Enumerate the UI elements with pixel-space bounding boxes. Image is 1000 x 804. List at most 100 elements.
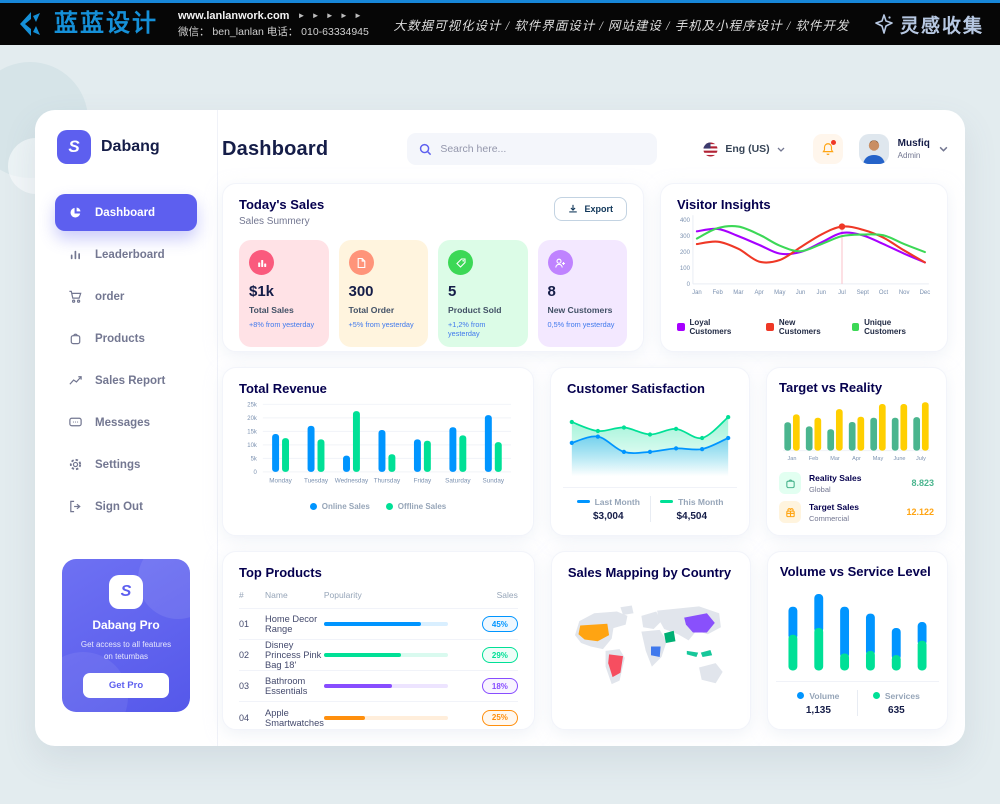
sidebar-item-sign-out[interactable]: Sign Out [55, 488, 197, 525]
todays-sales-subtitle: Sales Summery [239, 216, 310, 227]
topbar-services-text: 大数据可视化设计 / 软件界面设计 / 网站建设 / 手机及小程序设计 / 软件… [393, 18, 850, 33]
pie-chart-icon [70, 207, 81, 218]
sidebar-item-leaderboard[interactable]: Leaderboard [55, 236, 197, 273]
svg-text:Mar: Mar [733, 290, 743, 296]
lanlan-logo[interactable]: 蓝蓝设计 [16, 9, 158, 39]
top-products-rows: 01 Home Decor Range 45% 02 Disney Princes… [239, 609, 518, 733]
svg-text:10k: 10k [247, 443, 257, 449]
legend-item: Loyal Customers [677, 318, 750, 336]
todays-sales-card: Today's Sales Sales Summery Export $1k T… [222, 183, 644, 352]
language-selector[interactable]: Eng (US) [703, 141, 785, 157]
notifications-button[interactable] [812, 134, 843, 164]
chevron-down-icon [777, 147, 785, 152]
sidebar-item-dashboard[interactable]: Dashboard [55, 194, 197, 231]
svg-text:Jan: Jan [692, 290, 702, 296]
this-month-dash-icon [660, 500, 674, 503]
notification-dot [830, 140, 836, 145]
product-row[interactable]: 02 Disney Princess Pink Bag 18' 29% [239, 640, 518, 671]
cart-icon [69, 290, 82, 303]
map-united-states[interactable] [578, 623, 609, 642]
sidebar-item-label: Dashboard [95, 206, 156, 219]
map-indonesia[interactable] [686, 650, 713, 657]
user-name: Musfiq [897, 138, 930, 149]
map-greenland [620, 605, 634, 616]
stat-card-total-sales: $1k Total Sales +8% from yesterday [239, 240, 329, 347]
services-total: 635 [888, 704, 905, 716]
map-dr-congo[interactable] [650, 646, 661, 657]
sales-mapping-card: Sales Mapping by Country [550, 551, 751, 730]
cards-row-1: Today's Sales Sales Summery Export $1k T… [222, 183, 948, 352]
brand-name: Dabang [101, 138, 160, 155]
svg-text:Jul: Jul [838, 290, 846, 296]
file-icon [348, 250, 374, 275]
pro-description: Get access to all features on tetumbas [80, 640, 172, 661]
stat-delta: +5% from yesterday [348, 320, 414, 329]
this-month-total: $4,504 [676, 510, 708, 522]
target-sales-row: Target Sales Commercial 12.122 [779, 501, 934, 523]
map-europe [641, 611, 662, 630]
total-revenue-chart: 0 5k 10k 15k 20k 25k Monday Tuesday Wednesday Thu… [247, 402, 512, 485]
brand[interactable]: S Dabang [35, 130, 217, 164]
svg-text:Tuesday: Tuesday [304, 478, 329, 485]
sidebar-item-label: Sign Out [95, 500, 143, 513]
svg-text:5k: 5k [251, 456, 257, 462]
sidebar-item-messages[interactable]: Messages [55, 404, 197, 441]
us-flag-icon [703, 141, 718, 157]
svg-text:Wednesday: Wednesday [335, 478, 369, 485]
cards-row-3: Top Products # Name Popularity Sales 01 … [222, 551, 948, 730]
product-row[interactable]: 04 Apple Smartwatches 25% [239, 702, 518, 733]
sparkle-icon [875, 14, 893, 34]
avatar-image [858, 134, 889, 164]
visitor-insights-chart: 0 100 200 300 400 Jan Feb Mar Apr May Jun Jun Jul Sep… [680, 215, 930, 296]
user-profile[interactable]: Musfiq Admin [858, 134, 948, 164]
svg-text:200: 200 [680, 250, 691, 256]
page-header: Dashboard Eng (US) [222, 124, 948, 174]
svg-text:Mar: Mar [830, 456, 840, 462]
map-saudi-arabia[interactable] [663, 630, 676, 644]
popularity-bar [323, 653, 448, 657]
sidebar-item-products[interactable]: Products [55, 320, 197, 357]
svg-text:Apr: Apr [852, 456, 861, 462]
inspiration-collect-logo[interactable]: 灵感收集 [874, 11, 984, 38]
stat-delta: +1,2% from yesterday [448, 320, 486, 338]
legend-divider [649, 496, 651, 522]
visitor-insights-title: Visitor Insights [677, 197, 771, 212]
product-row[interactable]: 01 Home Decor Range 45% [239, 609, 518, 640]
map-china[interactable] [684, 613, 715, 633]
product-id: 03 [239, 681, 250, 691]
total-revenue-card: Total Revenue 0 5k 10k 15k 20k 25k Monday Tuesd… [222, 367, 534, 536]
svg-text:20k: 20k [247, 416, 257, 422]
stat-value: 300 [348, 283, 374, 300]
lanlan-logo-icon [20, 12, 40, 36]
stat-value: 5 [448, 283, 457, 300]
volume-vs-service-card: Volume vs Service Level Volume 1,135 Ser… [766, 551, 948, 730]
export-button[interactable]: Export [554, 197, 627, 221]
stat-delta: +8% from yesterday [249, 320, 315, 329]
sales-badge: 29% [481, 647, 518, 663]
reality-sales-value: 8.823 [911, 478, 934, 488]
topbar-info: www.lanlanwork.com ► ► ► ► ► 微信： ben_lanl… [178, 10, 369, 39]
sidebar-item-sales-report[interactable]: Sales Report [55, 362, 197, 399]
svg-text:Friday: Friday [414, 478, 432, 485]
visitor-insights-card: Visitor Insights 0 100 200 300 400 Jan Feb Mar A… [660, 183, 948, 352]
legend-item: New Customers [766, 318, 835, 336]
sidebar-item-label: Messages [95, 416, 150, 429]
svg-text:July: July [916, 456, 926, 462]
svg-text:Sunday: Sunday [483, 478, 505, 485]
sidebar-item-label: Products [95, 332, 145, 345]
sidebar-item-settings[interactable]: Settings [55, 446, 197, 483]
legend-item: Offline Sales [385, 502, 446, 511]
target-vs-reality-card: Target vs Reality Jan Feb Mar Apr May June Jul… [766, 367, 947, 536]
sign-out-icon [70, 500, 81, 513]
popularity-bar [323, 684, 448, 688]
map-brazil[interactable] [608, 654, 623, 678]
language-label: Eng (US) [725, 143, 770, 155]
sales-badge: 25% [481, 709, 518, 726]
search-input[interactable] [440, 143, 646, 155]
search-icon [420, 143, 432, 155]
dabang-pro-icon: S [109, 575, 143, 609]
sales-mapping-title: Sales Mapping by Country [567, 565, 732, 580]
get-pro-button[interactable]: Get Pro [83, 673, 169, 698]
product-row[interactable]: 03 Bathroom Essentials 18% [239, 671, 518, 702]
sidebar-item-order[interactable]: order [55, 278, 197, 315]
